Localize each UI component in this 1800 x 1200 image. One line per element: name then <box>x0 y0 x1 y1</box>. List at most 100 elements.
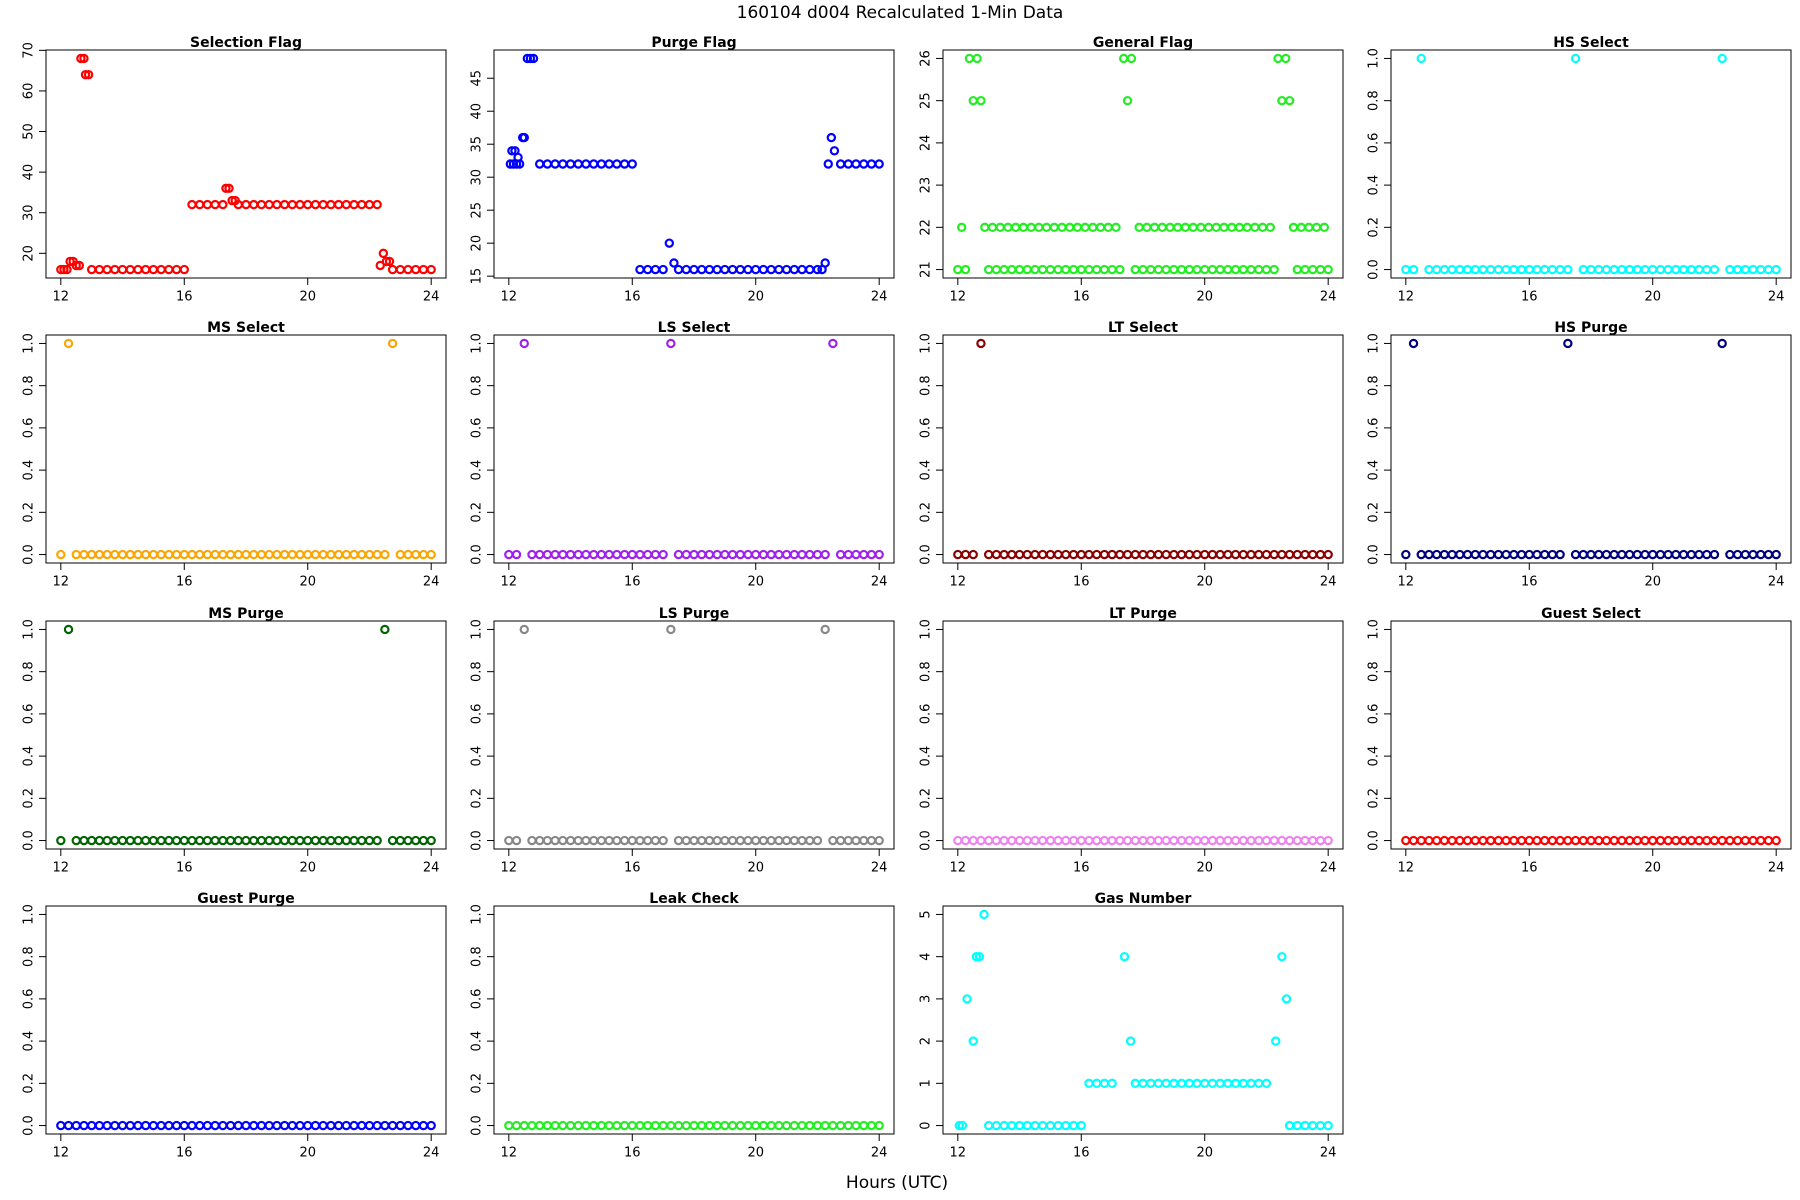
point <box>1300 1120 1310 1131</box>
point <box>1130 1078 1140 1089</box>
point <box>1219 222 1229 233</box>
point <box>1401 835 1411 846</box>
point <box>264 835 274 846</box>
point <box>218 199 228 210</box>
x-tick-label: 24 <box>1320 861 1337 876</box>
point <box>195 1120 205 1131</box>
point <box>1292 264 1303 275</box>
point <box>968 1036 978 1046</box>
point <box>156 549 166 560</box>
page-title: 160104 d004 Recalculated 1-Min Data <box>737 3 1064 23</box>
point <box>991 1120 1002 1131</box>
point <box>527 1120 537 1131</box>
point <box>1271 1036 1281 1046</box>
point <box>565 835 576 846</box>
point <box>1022 549 1032 560</box>
point <box>133 264 143 275</box>
point <box>195 835 205 846</box>
point <box>565 549 576 560</box>
point <box>1586 264 1596 275</box>
x-tick-label: 16 <box>1521 290 1538 305</box>
point <box>573 835 583 846</box>
point <box>1609 835 1619 846</box>
point <box>1207 1078 1218 1089</box>
y-tick-label: 1.0 <box>1367 619 1382 640</box>
point <box>774 549 784 560</box>
point <box>1192 835 1202 846</box>
point <box>697 1120 707 1131</box>
point <box>1640 835 1650 846</box>
point <box>519 132 529 143</box>
point <box>712 1120 722 1131</box>
point <box>1014 549 1025 560</box>
point <box>805 1120 815 1131</box>
point <box>1007 835 1017 846</box>
point <box>1161 1078 1171 1089</box>
y-tick-label: 0.8 <box>22 375 37 396</box>
point <box>805 549 815 560</box>
point <box>673 1120 684 1131</box>
y-tick-label: 26 <box>919 50 934 67</box>
point <box>1207 264 1218 275</box>
point <box>1142 222 1152 233</box>
point <box>1125 1036 1136 1046</box>
point <box>1292 1120 1303 1131</box>
point <box>658 264 668 275</box>
point <box>395 1120 406 1131</box>
point <box>210 1120 220 1131</box>
point <box>1130 835 1140 846</box>
panel-title: MS Select <box>207 320 285 336</box>
point <box>720 1120 730 1131</box>
x-tick-label: 16 <box>1073 1146 1090 1161</box>
point <box>1493 835 1504 846</box>
point <box>1049 222 1059 233</box>
point <box>1756 835 1766 846</box>
point <box>828 1120 838 1131</box>
point <box>133 1120 143 1131</box>
point <box>1122 95 1133 106</box>
point <box>1246 549 1256 560</box>
point <box>1277 95 1287 106</box>
point <box>820 549 830 560</box>
point <box>387 1120 398 1131</box>
point <box>1717 835 1727 846</box>
point <box>1594 549 1604 560</box>
x-tick-label: 24 <box>1768 575 1785 590</box>
point <box>826 132 837 143</box>
point <box>1107 835 1117 846</box>
point <box>781 549 792 560</box>
point <box>349 549 359 560</box>
point <box>202 549 213 560</box>
point <box>1099 549 1110 560</box>
point <box>1099 1078 1110 1089</box>
point <box>604 159 614 169</box>
point <box>381 256 392 267</box>
point <box>1547 835 1558 846</box>
point <box>1439 264 1450 275</box>
point <box>983 1120 994 1131</box>
point <box>426 264 436 275</box>
point <box>991 549 1002 560</box>
point <box>279 1120 290 1131</box>
point <box>333 549 344 560</box>
point <box>596 835 607 846</box>
point <box>1563 835 1573 846</box>
point <box>1238 1078 1249 1089</box>
point <box>727 549 738 560</box>
y-tick-label: 0.8 <box>1367 90 1382 111</box>
point <box>957 1120 968 1131</box>
point <box>387 264 398 275</box>
point <box>995 222 1005 233</box>
point <box>612 835 622 846</box>
point <box>534 835 545 846</box>
point <box>1663 549 1673 560</box>
y-tick-label: 0.0 <box>22 544 37 565</box>
point <box>341 199 352 210</box>
point <box>596 159 607 169</box>
point <box>866 835 877 846</box>
point <box>1126 53 1137 64</box>
point <box>264 549 274 560</box>
point <box>79 549 89 560</box>
point <box>63 1120 74 1131</box>
